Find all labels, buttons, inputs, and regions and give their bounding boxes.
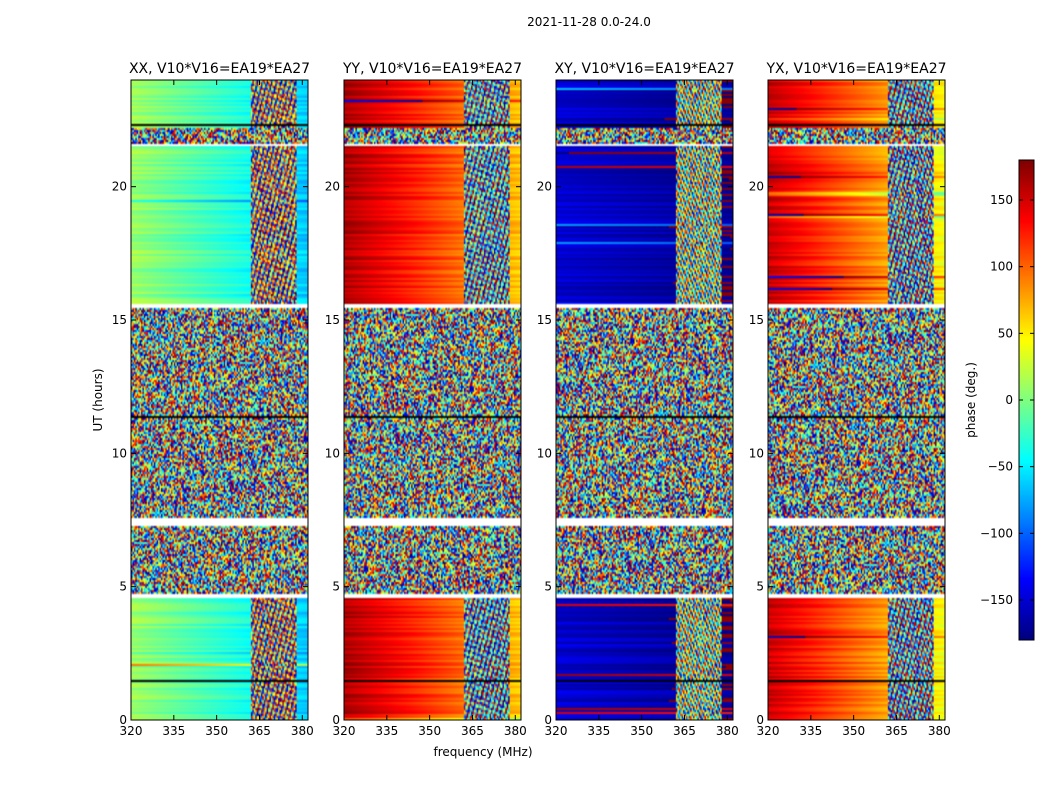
- y-tick-label: 0: [332, 713, 340, 727]
- x-tick-label: 350: [418, 724, 441, 738]
- x-tick-label: 350: [205, 724, 228, 738]
- y-tick-label: 10: [112, 446, 127, 460]
- y-tick-label: 10: [325, 446, 340, 460]
- y-tick-label: 15: [749, 313, 764, 327]
- y-tick-label: 10: [537, 446, 552, 460]
- axes-frame: [130, 79, 309, 721]
- x-tick-label: 365: [673, 724, 696, 738]
- colorbar-gradient: [1019, 160, 1034, 640]
- x-tick-label: 320: [757, 724, 780, 738]
- x-tick-label: 335: [162, 724, 185, 738]
- colorbar-label: phase (deg.): [964, 362, 978, 438]
- x-tick-label: 350: [630, 724, 653, 738]
- colorbar-tick-label: 0: [1005, 393, 1013, 407]
- y-tick-label: 5: [332, 580, 340, 594]
- panel-title: YY, V10*V16=EA19*EA27: [342, 61, 522, 77]
- y-tick-label: 5: [119, 580, 127, 594]
- panel-title: XY, V10*V16=EA19*EA27: [554, 61, 734, 77]
- colorbar: −150 −100 −50 0 50 100 150: [980, 159, 1035, 641]
- panel-1: YY, V10*V16=EA19*EA27 320 335 350 365 380 0 5 10…: [325, 61, 527, 738]
- x-tick-label: 365: [248, 724, 271, 738]
- y-axis-label: UT (hours): [91, 368, 105, 431]
- colorbar-tick-label: −150: [980, 593, 1013, 607]
- colorbar-tick-label: 150: [990, 193, 1013, 207]
- x-tick-label: 380: [291, 724, 314, 738]
- panel-0: XX, V10*V16=EA19*EA27 320 335 350 365 380 0 5 10…: [112, 61, 314, 738]
- y-tick-label: 20: [112, 180, 127, 194]
- x-tick-label: 350: [842, 724, 865, 738]
- y-tick-label: 10: [749, 446, 764, 460]
- colorbar-tick-label: −50: [988, 460, 1013, 474]
- x-tick-label: 380: [716, 724, 739, 738]
- x-tick-label: 365: [461, 724, 484, 738]
- axes-frame: [555, 79, 734, 721]
- y-tick-label: 20: [325, 180, 340, 194]
- x-tick-label: 320: [333, 724, 356, 738]
- y-tick-label: 15: [537, 313, 552, 327]
- y-tick-label: 20: [749, 180, 764, 194]
- panels-group: XX, V10*V16=EA19*EA27 320 335 350 365 380 0 5 10…: [112, 61, 951, 738]
- colorbar-tick-label: −100: [980, 526, 1013, 540]
- panel-2: XY, V10*V16=EA19*EA27 320 335 350 365 380 0 5 10…: [537, 61, 739, 738]
- y-tick-label: 15: [325, 313, 340, 327]
- y-tick-label: 20: [537, 180, 552, 194]
- colorbar-tick-label: 100: [990, 260, 1013, 274]
- x-tick-label: 335: [587, 724, 610, 738]
- y-tick-label: 0: [756, 713, 764, 727]
- x-tick-label: 365: [885, 724, 908, 738]
- phase-heatmap: [131, 80, 308, 720]
- phase-heatmap: [768, 80, 945, 720]
- y-tick-label: 0: [544, 713, 552, 727]
- phase-heatmap: [556, 80, 733, 720]
- x-tick-label: 320: [120, 724, 143, 738]
- panel-title: YX, V10*V16=EA19*EA27: [765, 61, 946, 77]
- axes-frame: [343, 79, 522, 721]
- y-tick-label: 5: [756, 580, 764, 594]
- y-tick-label: 5: [544, 580, 552, 594]
- phase-heatmap: [344, 80, 521, 720]
- colorbar-tick-label: 50: [998, 326, 1013, 340]
- x-tick-label: 335: [799, 724, 822, 738]
- x-tick-label: 320: [545, 724, 568, 738]
- panel-title: XX, V10*V16=EA19*EA27: [129, 61, 310, 77]
- figure-title: 2021-11-28 0.0-24.0: [527, 15, 651, 29]
- panel-3: YX, V10*V16=EA19*EA27 320 335 350 365 380 0 5 10…: [749, 61, 951, 738]
- axes-frame: [767, 79, 946, 721]
- x-tick-label: 380: [504, 724, 527, 738]
- x-axis-label: frequency (MHz): [433, 745, 532, 759]
- y-tick-label: 15: [112, 313, 127, 327]
- x-tick-label: 380: [928, 724, 951, 738]
- y-tick-label: 0: [119, 713, 127, 727]
- x-tick-label: 335: [375, 724, 398, 738]
